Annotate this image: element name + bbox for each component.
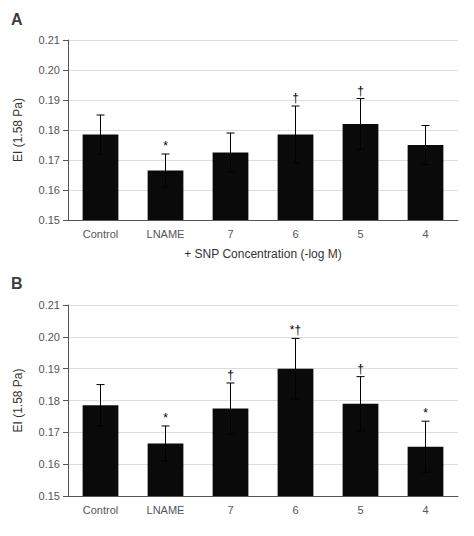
svg-text:EI (1.58 Pa): EI (1.58 Pa)	[11, 368, 25, 432]
svg-text:*: *	[423, 406, 428, 420]
svg-text:+ SNP Concentration (-log M): + SNP Concentration (-log M)	[184, 247, 342, 261]
svg-text:LNAME: LNAME	[147, 228, 185, 240]
svg-text:0.18: 0.18	[39, 124, 60, 136]
svg-text:0.19: 0.19	[39, 94, 60, 106]
svg-text:0.17: 0.17	[39, 426, 60, 438]
svg-text:4: 4	[422, 228, 428, 240]
svg-text:Control: Control	[83, 504, 118, 516]
svg-text:0.17: 0.17	[39, 154, 60, 166]
svg-text:*: *	[163, 139, 168, 153]
svg-text:6: 6	[292, 228, 298, 240]
svg-text:7: 7	[227, 504, 233, 516]
svg-text:4: 4	[422, 504, 428, 516]
svg-text:A: A	[11, 11, 23, 28]
svg-text:†: †	[292, 91, 299, 105]
svg-text:0.15: 0.15	[39, 490, 60, 502]
svg-text:*: *	[163, 411, 168, 425]
svg-text:B: B	[11, 275, 23, 292]
svg-text:0.21: 0.21	[39, 34, 60, 46]
svg-text:7: 7	[227, 228, 233, 240]
svg-text:0.16: 0.16	[39, 184, 60, 196]
svg-text:EI (1.58 Pa): EI (1.58 Pa)	[11, 98, 25, 162]
svg-text:0.20: 0.20	[39, 331, 60, 343]
svg-text:LNAME: LNAME	[147, 504, 185, 516]
svg-text:6: 6	[292, 504, 298, 516]
svg-text:5: 5	[357, 228, 363, 240]
svg-text:0.21: 0.21	[39, 299, 60, 311]
svg-text:0.18: 0.18	[39, 395, 60, 407]
svg-text:0.15: 0.15	[39, 214, 60, 226]
svg-text:5: 5	[357, 504, 363, 516]
svg-text:*†: *†	[290, 323, 301, 337]
svg-text:†: †	[357, 84, 364, 98]
svg-text:†: †	[357, 362, 364, 376]
svg-text:Control: Control	[83, 228, 118, 240]
svg-text:0.20: 0.20	[39, 64, 60, 76]
svg-text:0.19: 0.19	[39, 363, 60, 375]
svg-text:†: †	[227, 368, 234, 382]
svg-text:0.16: 0.16	[39, 458, 60, 470]
